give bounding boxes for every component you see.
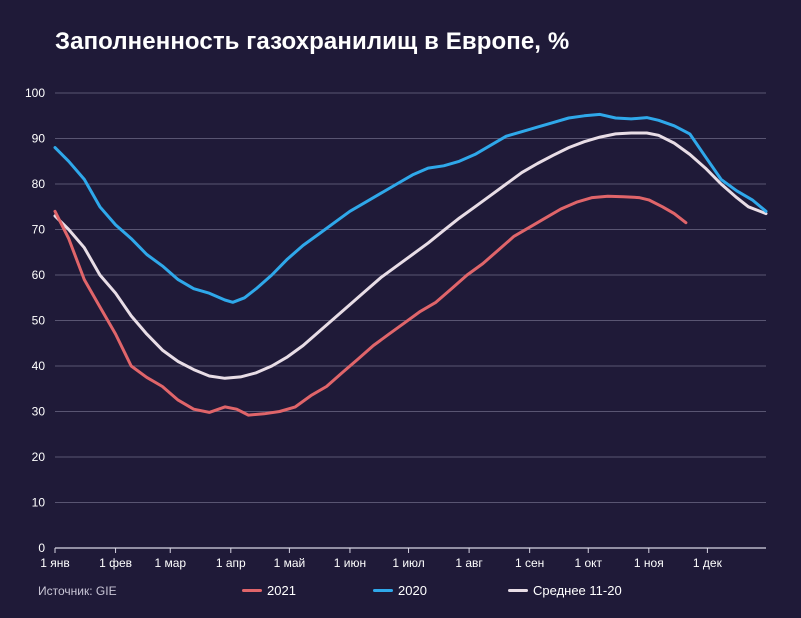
y-tick-label: 70 (32, 223, 46, 237)
x-tick-label: 1 июл (392, 556, 424, 570)
x-tick-label: 1 мар (154, 556, 186, 570)
x-tick-label: 1 авг (455, 556, 483, 570)
x-tick-label: 1 ноя (634, 556, 664, 570)
series-line-1 (53, 112, 768, 304)
source-note: Источник: GIE (38, 584, 117, 598)
grid-lines (55, 92, 766, 549)
y-tick-label: 60 (32, 268, 46, 282)
y-tick-label: 0 (38, 541, 45, 555)
y-tick-label: 50 (32, 314, 46, 328)
x-tick-label: 1 окт (574, 556, 602, 570)
series-lines (53, 112, 768, 417)
x-tick-label: 1 фев (99, 556, 132, 570)
legend-label-2020: 2020 (398, 583, 427, 598)
x-tick-label: 1 дек (693, 556, 723, 570)
x-tick-label: 1 июн (334, 556, 366, 570)
legend-item-2021: 2021 (242, 583, 296, 598)
x-tick-label: 1 янв (40, 556, 70, 570)
legend-swatch-2020 (373, 589, 393, 592)
series-line-2 (53, 131, 768, 380)
y-tick-label: 20 (32, 450, 46, 464)
x-tick-label: 1 апр (216, 556, 246, 570)
x-tick-label: 1 сен (515, 556, 544, 570)
legend-label-2021: 2021 (267, 583, 296, 598)
y-tick-label: 100 (25, 86, 45, 100)
legend-item-2020: 2020 (373, 583, 427, 598)
legend-label-average: Среднее 11-20 (533, 583, 622, 598)
y-tick-label: 90 (32, 132, 46, 146)
series-line-0 (53, 194, 688, 417)
x-axis-ticks: 1 янв 1 фев 1 мар 1 апр 1 май 1 июн 1 июл 1 авг… (40, 548, 723, 570)
x-tick-label: 1 май (274, 556, 306, 570)
legend-item-average: Среднее 11-20 (508, 583, 622, 598)
y-tick-label: 30 (32, 405, 46, 419)
legend-swatch-2021 (242, 589, 262, 592)
legend-swatch-average (508, 589, 528, 592)
y-tick-label: 10 (32, 496, 46, 510)
y-axis-ticks: 0 10 20 30 40 50 60 70 80 90 100 (25, 86, 45, 555)
chart-title: Заполненность газохранилищ в Европе, % (55, 28, 570, 55)
y-tick-label: 40 (32, 359, 46, 373)
y-tick-label: 80 (32, 177, 46, 191)
